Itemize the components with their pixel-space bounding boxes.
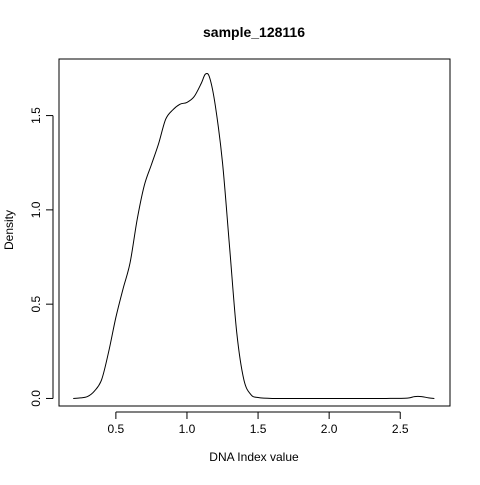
x-tick-label: 1.5: [250, 422, 267, 436]
chart-title: sample_128116: [203, 24, 305, 40]
y-axis-label: Density: [2, 210, 16, 250]
x-tick-label: 0.5: [108, 422, 125, 436]
y-tick-label: 1.0: [29, 201, 43, 218]
series-group: [73, 72, 435, 400]
x-tick-label: 2.0: [321, 422, 338, 436]
y-tick-label: 0.0: [29, 390, 43, 407]
plot-frame: [58, 58, 451, 407]
x-tick-label: 1.0: [179, 422, 196, 436]
y-tick-label: 0.5: [29, 295, 43, 312]
y-axis: 0.0 0.5 1.0 1.5: [29, 107, 54, 407]
y-tick-label: 1.5: [29, 107, 43, 124]
x-axis: 0.5 1.0 1.5 2.0 2.5: [108, 411, 409, 436]
x-tick-label: 2.5: [392, 422, 409, 436]
density-curve: [73, 72, 435, 400]
x-axis-label: DNA Index value: [209, 450, 299, 464]
